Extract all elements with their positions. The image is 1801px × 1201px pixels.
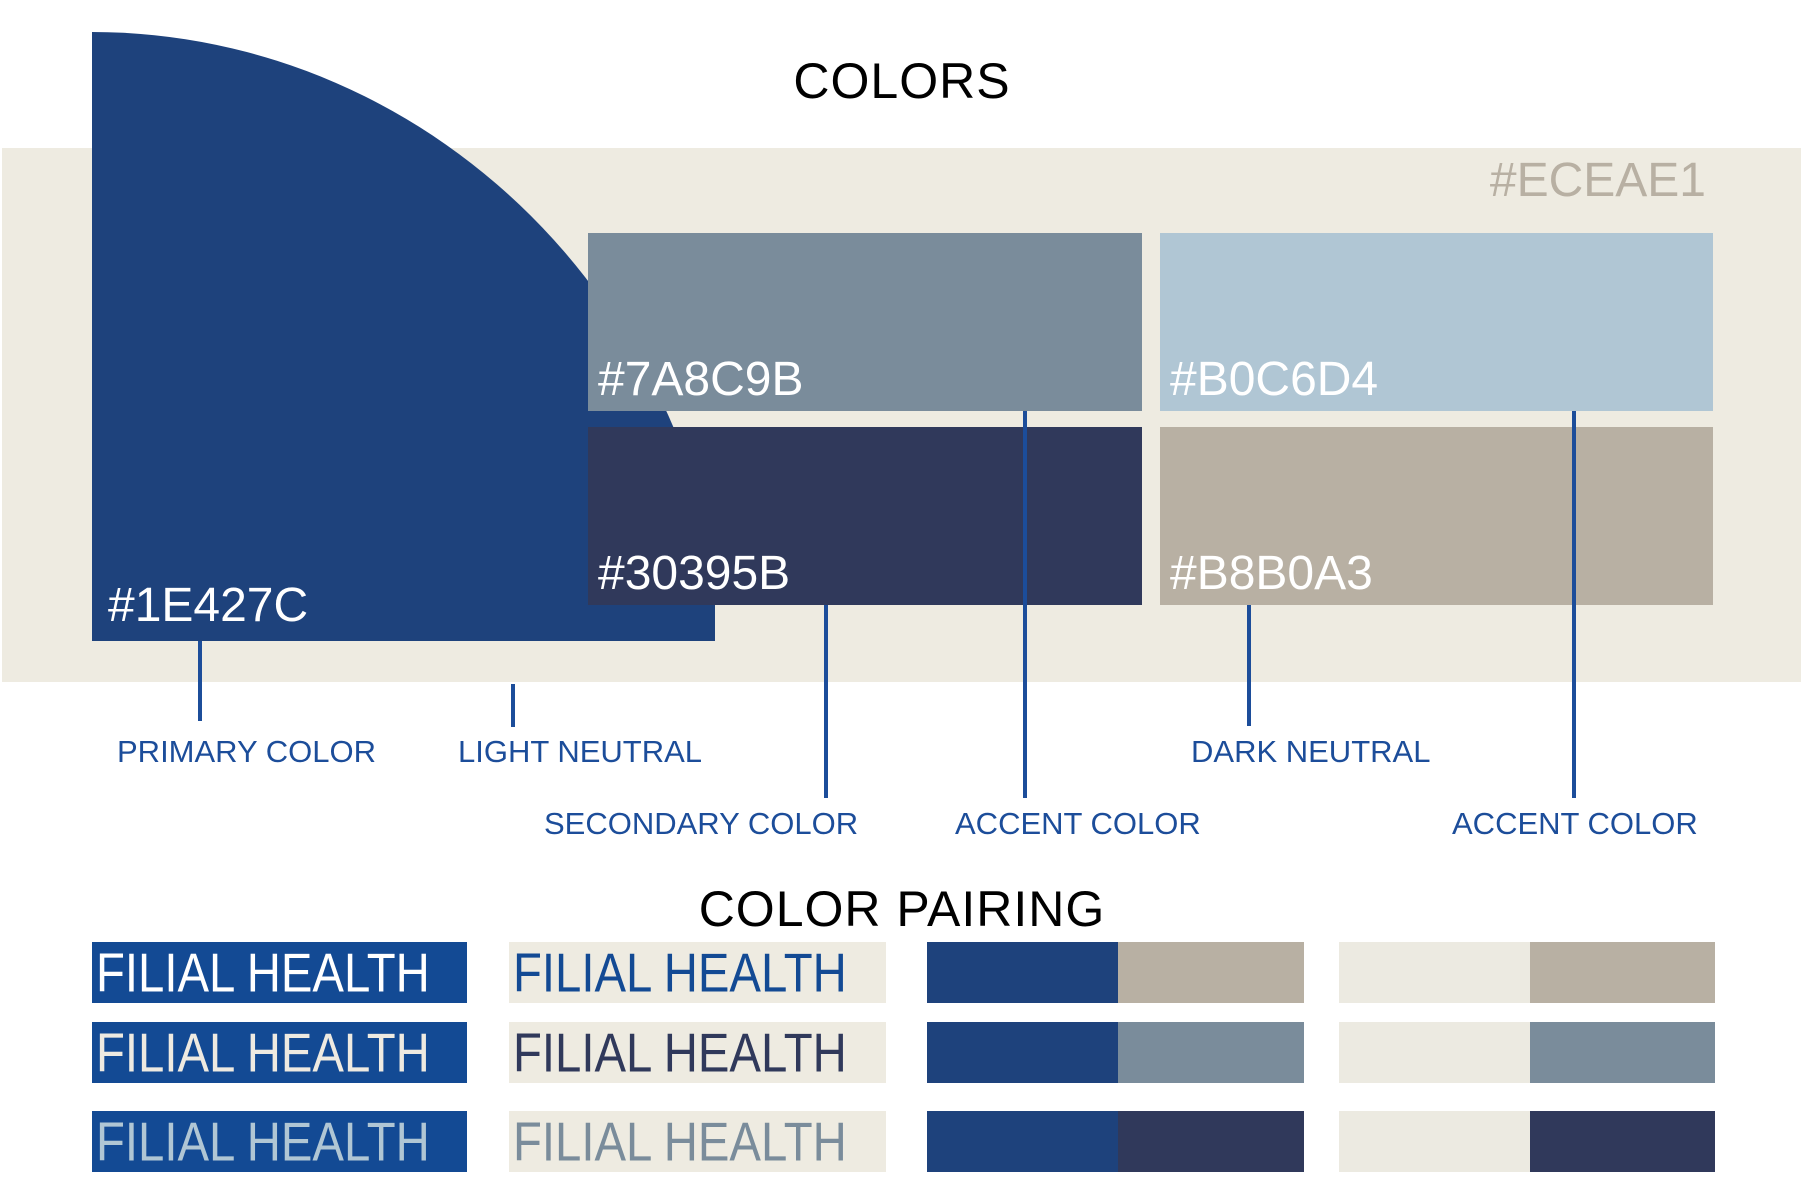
pairing-swatch-pair (927, 1111, 1304, 1172)
label-secondary: SECONDARY COLOR (544, 806, 859, 841)
label-dark-neutral: DARK NEUTRAL (1191, 734, 1431, 769)
swatch-hex: #B0C6D4 (1170, 353, 1379, 406)
pairing-swatch-pair (927, 1022, 1304, 1083)
pairing-blue-box: FILIAL HEALTH (92, 1022, 467, 1083)
swatch-dark-neutral: #B8B0A3 (1160, 427, 1713, 605)
pair-color-a (1339, 1111, 1530, 1172)
swatch-hex: #7A8C9B (598, 353, 804, 406)
pair-color-b (1118, 942, 1304, 1003)
pair-color-a (1339, 1022, 1530, 1083)
label-primary: PRIMARY COLOR (117, 734, 376, 769)
brand-text: FILIAL HEALTH (513, 1022, 847, 1083)
brand-text: FILIAL HEALTH (513, 942, 847, 1003)
pairing-blue-box: FILIAL HEALTH (92, 1111, 467, 1172)
brand-text: FILIAL HEALTH (96, 1022, 430, 1083)
pairing-light-box: FILIAL HEALTH (509, 1022, 886, 1083)
pair-color-a (927, 942, 1118, 1003)
pairing-light-box: FILIAL HEALTH (509, 942, 886, 1003)
swatch-hex: #B8B0A3 (1170, 547, 1373, 600)
pair-color-b (1530, 1111, 1715, 1172)
pairing-blue-box: FILIAL HEALTH (92, 942, 467, 1003)
pairing-swatch-pair (1339, 942, 1715, 1003)
pair-color-b (1118, 1022, 1304, 1083)
pairing-swatch-pair (927, 942, 1304, 1003)
pair-color-b (1530, 942, 1715, 1003)
label-accent1: ACCENT COLOR (955, 806, 1201, 841)
swatch-accent-light-blue: #B0C6D4 (1160, 233, 1713, 411)
accent2-leader-line (1572, 411, 1576, 798)
pair-color-a (927, 1022, 1118, 1083)
brand-text: FILIAL HEALTH (96, 1111, 430, 1172)
pairing-swatch-pair (1339, 1111, 1715, 1172)
primary-hex: #1E427C (108, 579, 309, 632)
pair-color-b (1530, 1022, 1715, 1083)
brand-text: FILIAL HEALTH (513, 1111, 847, 1172)
pairing-swatch-pair (1339, 1022, 1715, 1083)
pair-color-b (1118, 1111, 1304, 1172)
pair-color-a (927, 1111, 1118, 1172)
primary-color-quarter-circle (92, 32, 715, 641)
label-accent2: ACCENT COLOR (1452, 806, 1698, 841)
light-neutral-leader-line (511, 684, 515, 727)
page-title: COLORS (793, 53, 1011, 109)
pairing-title: COLOR PAIRING (698, 881, 1106, 937)
swatch-hex: #30395B (598, 547, 791, 600)
light-neutral-hex: #ECEAE1 (1489, 154, 1706, 207)
label-light-neutral: LIGHT NEUTRAL (458, 734, 703, 769)
secondary-leader-line (824, 605, 828, 798)
pairing-light-box: FILIAL HEALTH (509, 1111, 886, 1172)
accent1-leader-line (1023, 411, 1027, 798)
swatch-accent-gray-blue: #7A8C9B (588, 233, 1142, 411)
primary-leader-line (198, 641, 202, 721)
pair-color-a (1339, 942, 1530, 1003)
swatch-secondary: #30395B (588, 427, 1142, 605)
dark-neutral-leader-line (1247, 605, 1251, 726)
brand-text: FILIAL HEALTH (96, 942, 430, 1003)
